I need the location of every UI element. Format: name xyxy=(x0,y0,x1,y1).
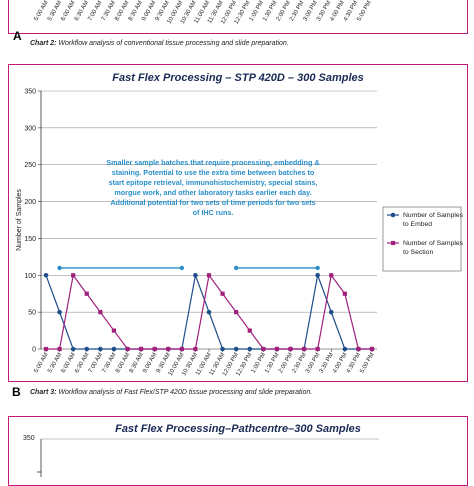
annotation-line: of IHC runs. xyxy=(193,208,234,217)
data-point-section xyxy=(98,310,103,315)
data-point-section xyxy=(43,346,49,352)
data-point-embed xyxy=(98,346,103,352)
data-point-section xyxy=(288,346,293,352)
data-point-section xyxy=(342,291,347,296)
data-point-embed xyxy=(43,272,49,278)
panel-c: Fast Flex Processing–Pathcentre–300 Samp… xyxy=(8,416,468,486)
data-point-section xyxy=(301,346,307,352)
chart-title: Fast Flex Processing – STP 420D – 300 Sa… xyxy=(112,72,364,84)
legend-marker xyxy=(390,212,396,218)
data-point-section xyxy=(71,273,76,278)
data-point-section xyxy=(206,273,212,278)
chart-annotation: Smaller sample batches that require proc… xyxy=(106,158,319,217)
data-point-section xyxy=(274,346,280,352)
panel-b-letter: B xyxy=(12,385,21,399)
annotation-line: start epitope retrieval, immunohistochem… xyxy=(109,178,318,187)
data-point-section xyxy=(125,346,130,352)
legend-label-line: to Embed xyxy=(403,221,432,228)
legend-label: Number of Samples to Section xyxy=(403,240,464,256)
data-point-section xyxy=(111,328,117,333)
panel-a-caption-label: Chart 2: xyxy=(30,40,57,47)
y-tick-label: 150 xyxy=(24,236,36,243)
panel-a-caption: Chart 2: Workflow analysis of convention… xyxy=(30,40,289,47)
annotation-line: Additional potential for two sets of tim… xyxy=(110,198,315,207)
data-point-section xyxy=(329,273,334,278)
legend-label: Number of Samples to Embed xyxy=(403,212,464,228)
data-point-section xyxy=(193,346,198,352)
panel-a-letter: A xyxy=(13,29,22,43)
data-point-embed xyxy=(193,272,198,278)
panel-b-caption-label: Chart 3: xyxy=(30,389,57,396)
panel-c-y-top-label: 350 xyxy=(23,435,35,442)
data-point-section xyxy=(220,291,225,296)
data-point-embed xyxy=(84,346,90,352)
data-point-section xyxy=(261,346,266,352)
time-span-end xyxy=(315,265,320,271)
time-span-end xyxy=(179,265,185,271)
data-point-section xyxy=(138,346,144,352)
legend-marker xyxy=(391,240,396,246)
data-point-section xyxy=(152,346,157,352)
y-tick-label: 350 xyxy=(24,89,36,96)
time-span-start xyxy=(233,265,239,271)
legend-label-line: to Section xyxy=(403,249,433,256)
panel-b-caption: Chart 3: Workflow analysis of Fast Flex/… xyxy=(30,389,312,396)
data-point-embed xyxy=(57,309,62,315)
data-point-embed xyxy=(328,309,334,315)
y-tick-label: 0 xyxy=(32,347,36,354)
data-point-embed xyxy=(315,272,320,278)
data-point-section xyxy=(84,291,89,296)
y-tick-label: 100 xyxy=(24,273,36,280)
data-point-embed xyxy=(70,346,76,352)
y-tick-label: 300 xyxy=(24,125,36,132)
legend-label-line: Number of Samples xyxy=(403,212,464,219)
panel-c-axis xyxy=(37,438,379,477)
data-point-section xyxy=(57,346,62,352)
data-point-section xyxy=(369,346,375,352)
annotation-line: staining. Potential to use the extra tim… xyxy=(112,168,315,177)
data-point-section xyxy=(315,346,320,352)
annotation-line: Smaller sample batches that require proc… xyxy=(106,158,319,167)
panel-a-caption-text: Workflow analysis of conventional tissue… xyxy=(56,40,289,47)
panel-a-axis: 5:00 AM5:30 AM6:00 AM6:30 AM7:00 AM7:30 … xyxy=(34,0,373,25)
data-point-embed xyxy=(220,346,225,352)
y-tick-label: 200 xyxy=(24,199,36,206)
data-point-embed xyxy=(247,346,253,352)
panel-b-caption-text: Workflow analysis of Fast Flex/STP 420D … xyxy=(56,389,313,396)
panel-b: Fast Flex Processing – STP 420D – 300 Sa… xyxy=(8,64,468,382)
time-span-start xyxy=(57,265,62,271)
y-tick-label: 250 xyxy=(24,162,36,169)
annotation-line: morgue work, and other laboratory tasks … xyxy=(114,188,311,197)
data-point-embed xyxy=(233,346,239,352)
data-point-section xyxy=(179,346,184,352)
legend-box xyxy=(382,206,462,272)
data-point-embed xyxy=(342,346,348,352)
panel-a: 5:00 AM 5:30 AM 6:00 AM 6:30 AM 7:00 AM 7:30 … xyxy=(8,0,468,43)
data-point-embed xyxy=(206,309,212,315)
panel-c-title: Fast Flex Processing–Pathcentre–300 Samp… xyxy=(115,423,361,435)
y-axis-label: Number of Samples xyxy=(16,189,23,251)
data-point-section xyxy=(234,310,239,315)
data-point-section xyxy=(166,346,171,352)
legend-label-line: Number of Samples xyxy=(403,240,464,247)
data-point-embed xyxy=(111,346,117,352)
data-point-section xyxy=(356,346,361,352)
y-tick-label: 50 xyxy=(28,310,36,317)
data-point-section xyxy=(247,328,252,333)
